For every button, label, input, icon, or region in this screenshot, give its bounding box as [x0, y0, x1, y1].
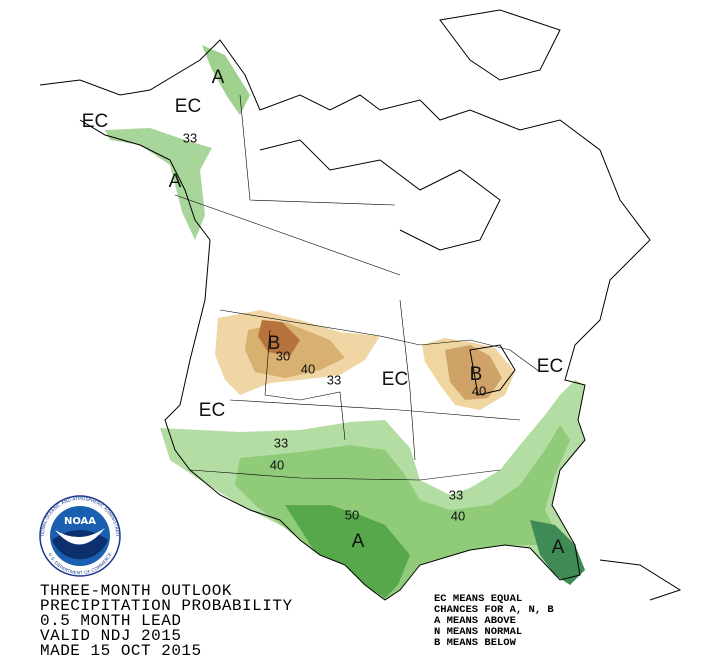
contour-label: 33: [183, 130, 197, 145]
legend-line: CHANCES FOR A, N, B: [434, 604, 554, 616]
region-label: EC: [199, 400, 225, 421]
region-label: A: [552, 537, 565, 558]
caption-line: THREE-MONTH OUTLOOK: [40, 582, 232, 600]
region-label: B: [268, 333, 281, 354]
contour-label: 40: [451, 508, 465, 523]
region-label: EC: [382, 369, 408, 390]
region-label: A: [352, 531, 365, 552]
boundaries: [39, 9, 682, 601]
logo-name: NOAA: [64, 516, 96, 527]
legend-line: A MEANS ABOVE: [434, 615, 516, 627]
region-label: EC: [82, 111, 108, 132]
region-label: EC: [175, 96, 201, 117]
contour-label: 40: [472, 383, 486, 398]
caption: THREE-MONTH OUTLOOK PRECIPITATION PROBAB…: [40, 582, 293, 660]
legend: EC MEANS EQUAL CHANCES FOR A, N, B A MEA…: [434, 593, 554, 649]
contour-label: 33: [274, 435, 288, 450]
region-label: EC: [537, 356, 563, 377]
region-label: A: [212, 67, 225, 88]
probability-regions: [105, 45, 585, 600]
contour-label: 40: [301, 361, 315, 376]
caption-line: 0.5 MONTH LEAD: [40, 612, 181, 630]
legend-line: N MEANS NORMAL: [434, 626, 522, 638]
legend-line: B MEANS BELOW: [434, 637, 517, 649]
contour-label: 30: [276, 348, 290, 363]
contour-label: 33: [327, 372, 341, 387]
caption-line: VALID NDJ 2015: [40, 627, 181, 645]
contour-label: 50: [345, 507, 359, 522]
map-labels: A EC EC 33 A B 30 40 33 EC EC 33 40 50 A…: [82, 67, 565, 558]
region-label: B: [470, 364, 483, 385]
contour-label: 33: [449, 487, 463, 502]
legend-line: EC MEANS EQUAL: [434, 593, 522, 605]
caption-line: PRECIPITATION PROBABILITY: [40, 597, 293, 615]
caption-line: MADE 15 OCT 2015: [40, 642, 202, 660]
contour-label: 40: [270, 457, 284, 472]
region-label: A: [169, 171, 182, 192]
